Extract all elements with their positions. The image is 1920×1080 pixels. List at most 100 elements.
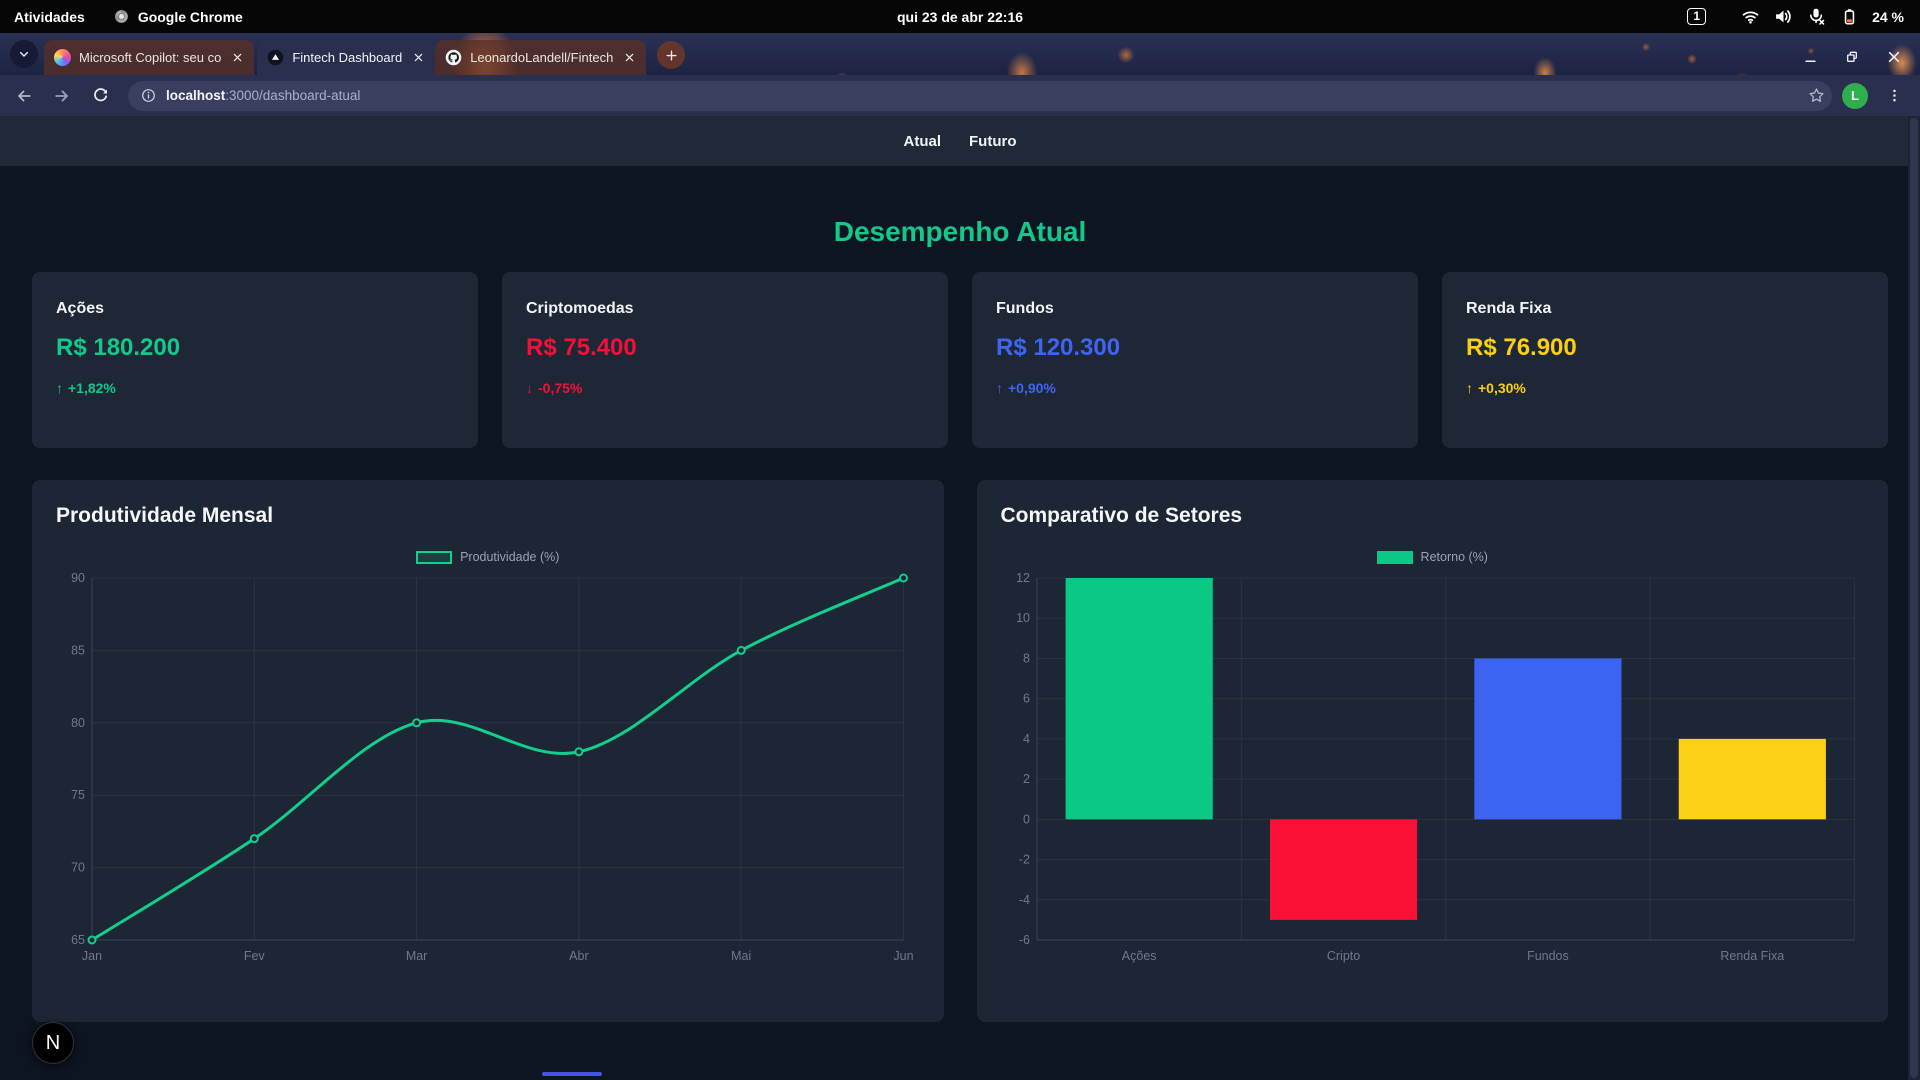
card-change: ↑ +0,90% xyxy=(996,380,1394,396)
svg-text:80: 80 xyxy=(71,716,85,730)
bar-chart-card: Comparativo de Setores Retorno (%) -6 -4-… xyxy=(976,480,1888,1022)
svg-text:90: 90 xyxy=(71,571,85,585)
profile-avatar[interactable]: L xyxy=(1842,82,1868,109)
svg-text:Abr: Abr xyxy=(569,949,588,963)
system-tray[interactable]: 1 24 % xyxy=(1687,6,1920,27)
restore-button[interactable] xyxy=(1844,49,1860,65)
svg-text:Fev: Fev xyxy=(244,949,266,963)
svg-text:6: 6 xyxy=(1023,692,1030,706)
url-host: localhost xyxy=(166,88,226,103)
card-renda-fixa: Renda Fixa R$ 76.900 ↑ +0,30% xyxy=(1442,272,1888,448)
tab-copilot[interactable]: Microsoft Copilot: seu co xyxy=(44,40,255,75)
browser-tab-strip: Microsoft Copilot: seu co Fintech Dashbo… xyxy=(0,33,1920,75)
nextjs-dev-badge[interactable]: N xyxy=(32,1022,74,1064)
nav-link-futuro[interactable]: Futuro xyxy=(969,132,1017,150)
browser-toolbar: localhost:3000/dashboard-atual L xyxy=(0,75,1920,116)
card-label: Fundos xyxy=(996,300,1054,317)
address-bar[interactable]: localhost:3000/dashboard-atual xyxy=(128,80,1832,111)
card-value: R$ 120.300 xyxy=(996,334,1121,361)
battery-low-icon xyxy=(1844,9,1855,25)
tab-close-icon[interactable] xyxy=(229,49,246,66)
svg-text:2: 2 xyxy=(1023,772,1030,786)
site-nav: Atual Futuro xyxy=(0,116,1920,166)
os-top-bar: Atividades Google Chrome qui 23 de abr 2… xyxy=(0,0,1920,33)
card-change-pct: +0,90% xyxy=(1008,380,1056,396)
bar-chart: -6 -4 -2 0 2 4 6 8 10 12 Ações Cripto Fundos Renda Fi… xyxy=(1016,571,1855,963)
trend-arrow-icon: ↑ xyxy=(56,380,63,396)
tab-title: Microsoft Copilot: seu co xyxy=(79,50,222,65)
close-window-button[interactable] xyxy=(1886,49,1902,65)
svg-text:Renda Fixa: Renda Fixa xyxy=(1720,949,1784,963)
wifi-icon xyxy=(1742,11,1759,24)
plus-icon xyxy=(666,49,677,61)
svg-text:Mar: Mar xyxy=(406,949,428,963)
trend-arrow-icon: ↓ xyxy=(526,380,533,396)
tab-search-button[interactable] xyxy=(10,40,38,68)
url-path: :3000/dashboard-atual xyxy=(225,88,361,103)
legend-label: Retorno (%) xyxy=(1420,550,1488,564)
forward-button[interactable] xyxy=(46,80,78,112)
charts-row: Produtividade Mensal Produtividade (%) 6… xyxy=(32,480,1888,1022)
legend-swatch-icon xyxy=(416,550,453,564)
vercel-favicon-icon xyxy=(268,49,284,66)
card-value: R$ 75.400 xyxy=(526,334,637,361)
card-change-pct: +0,30% xyxy=(1478,380,1526,396)
back-button[interactable] xyxy=(8,80,40,112)
new-tab-button[interactable] xyxy=(657,41,686,69)
trend-arrow-icon: ↑ xyxy=(996,380,1003,396)
activities-button[interactable]: Atividades xyxy=(14,8,85,25)
card-value: R$ 180.200 xyxy=(56,334,181,361)
svg-text:4: 4 xyxy=(1023,732,1030,746)
svg-text:Ações: Ações xyxy=(1121,949,1156,963)
page-scrollbar[interactable] xyxy=(1908,116,1920,1080)
nav-link-atual[interactable]: Atual xyxy=(903,132,942,150)
tab-title: LeonardoLandell/Fintech xyxy=(470,50,614,65)
card-acoes: Ações R$ 180.200 ↑ +1,82% xyxy=(32,272,478,448)
bar-chart-title: Comparativo de Setores xyxy=(1000,504,1243,527)
focused-app-menu[interactable]: Google Chrome xyxy=(113,8,243,25)
chrome-icon xyxy=(114,10,128,23)
svg-text:65: 65 xyxy=(71,933,85,947)
github-favicon-icon xyxy=(445,49,462,66)
svg-text:Fundos: Fundos xyxy=(1527,949,1569,963)
svg-text:8: 8 xyxy=(1023,651,1030,665)
svg-text:10: 10 xyxy=(1016,611,1030,625)
copilot-favicon-icon xyxy=(54,49,71,66)
minimize-button[interactable] xyxy=(1803,50,1818,65)
tab-close-icon[interactable] xyxy=(410,49,427,66)
svg-text:0: 0 xyxy=(1023,812,1030,826)
svg-text:Cripto: Cripto xyxy=(1326,949,1359,963)
card-label: Ações xyxy=(56,300,105,317)
tab-github-repo[interactable]: LeonardoLandell/Fintech xyxy=(435,40,647,75)
focused-app-name: Google Chrome xyxy=(137,8,243,25)
tab-close-icon[interactable] xyxy=(621,49,638,66)
card-change-pct: +1,82% xyxy=(68,380,116,396)
scrollbar-thumb[interactable] xyxy=(1910,118,1918,1078)
site-info-icon[interactable] xyxy=(136,84,160,108)
svg-text:Jan: Jan xyxy=(82,949,102,963)
card-change: ↓ -0,75% xyxy=(526,380,924,396)
reload-button[interactable] xyxy=(84,80,116,112)
bar-chart-legend: Retorno (%) xyxy=(1001,550,1865,564)
svg-text:85: 85 xyxy=(71,643,85,657)
browser-menu-button[interactable] xyxy=(1878,80,1910,112)
svg-text:-4: -4 xyxy=(1018,893,1029,907)
tab-fintech-dashboard[interactable]: Fintech Dashboard xyxy=(257,40,436,75)
clock[interactable]: qui 23 de abr 22:16 xyxy=(896,8,1024,25)
card-change: ↑ +1,82% xyxy=(56,380,454,396)
line-chart-legend: Produtividade (%) xyxy=(56,550,920,564)
legend-label: Produtividade (%) xyxy=(460,550,560,564)
card-label: Criptomoedas xyxy=(526,300,634,317)
card-value: R$ 76.900 xyxy=(1466,334,1577,361)
bookmark-star-icon[interactable] xyxy=(1807,86,1826,105)
svg-text:Mai: Mai xyxy=(731,949,751,963)
input-source-indicator[interactable]: 1 xyxy=(1687,8,1707,25)
svg-text:75: 75 xyxy=(71,788,85,802)
card-label: Renda Fixa xyxy=(1466,300,1552,317)
svg-text:Jun: Jun xyxy=(893,949,913,963)
battery-percentage: 24 % xyxy=(1872,8,1904,25)
chevron-down-icon xyxy=(19,51,29,57)
svg-text:-2: -2 xyxy=(1018,853,1029,867)
microphone-muted-icon xyxy=(1810,8,1825,25)
